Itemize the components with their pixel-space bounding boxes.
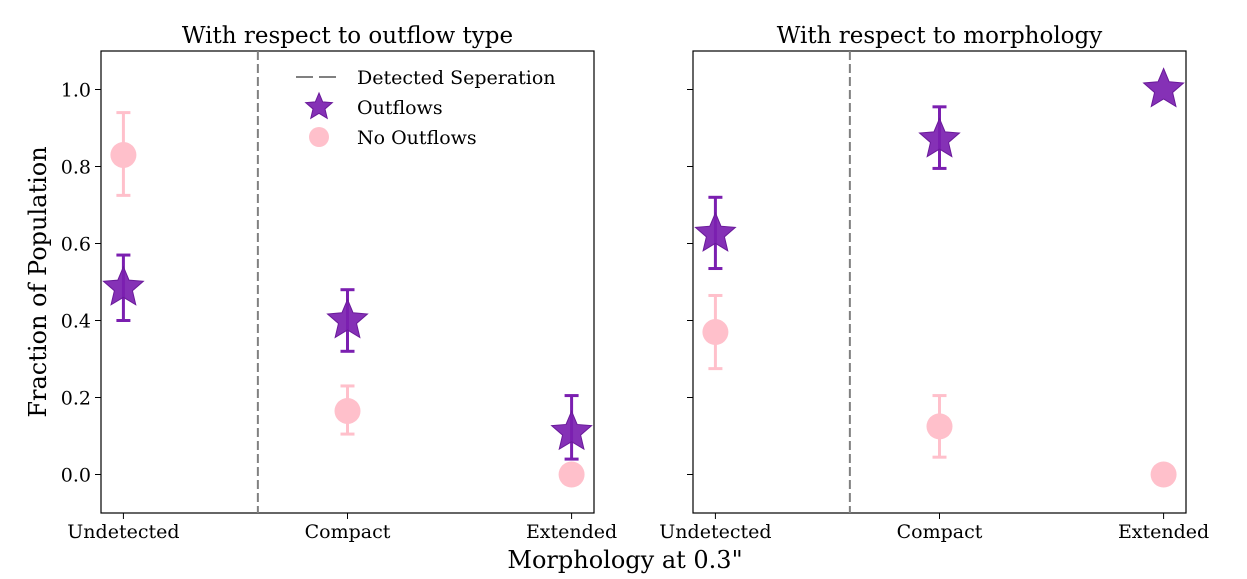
outflows-point <box>102 265 145 306</box>
no-outflows-point <box>1150 461 1177 488</box>
legend: Detected Seperation Outflows No Outflows <box>296 67 556 149</box>
y-tick-label: 0.4 <box>61 311 91 333</box>
y-tick-label: 1.0 <box>61 80 91 102</box>
panel-title: With respect to outflow type <box>182 23 513 49</box>
no-outflows-point <box>702 319 729 346</box>
legend-item-no_outflows: No Outflows <box>309 127 477 149</box>
no-outflows-point <box>334 397 361 424</box>
y-tick-label: 0.8 <box>61 157 91 179</box>
x-tick-label: Undetected <box>67 521 179 543</box>
plot-frame <box>100 50 595 514</box>
panels: With respect to outflow type 0.0 0.2 0.4 0.6… <box>61 23 1209 543</box>
panel-1: With respect to outflow type 0.0 0.2 0.4 0.6… <box>61 23 617 543</box>
no-outflows-point <box>926 413 953 440</box>
x-axis-label: Morphology at 0.3" <box>507 546 742 574</box>
legend-item-outflows: Outflows <box>304 91 443 120</box>
outflows-point <box>550 409 593 451</box>
outflows-point <box>326 298 369 339</box>
legend-circle-icon <box>309 127 329 147</box>
panel-2: With respect to morphology Undetected Comp… <box>659 23 1209 543</box>
legend-star-icon <box>304 91 334 120</box>
no-outflows-point <box>110 141 137 168</box>
x-tick-label: Extended <box>526 521 617 543</box>
y-tick-label: 0.2 <box>61 388 91 410</box>
legend-label: Detected Seperation <box>357 67 556 89</box>
outflows-point <box>694 211 737 252</box>
x-tick-label: Extended <box>1118 521 1209 543</box>
legend-label: No Outflows <box>357 127 477 149</box>
x-tick-label: Compact <box>305 521 391 543</box>
no-outflows-point <box>558 461 585 488</box>
legend-item-separator: Detected Seperation <box>296 67 556 89</box>
panel-title: With respect to morphology <box>777 23 1103 49</box>
y-tick-label: 0.0 <box>61 465 91 487</box>
y-tick-label: 0.6 <box>61 234 91 256</box>
x-tick-label: Compact <box>897 521 983 543</box>
legend-label: Outflows <box>357 97 443 119</box>
outflows-point <box>918 117 961 158</box>
outflows-point <box>1142 67 1185 108</box>
x-tick-label: Undetected <box>659 521 771 543</box>
y-axis-label: Fraction of Population <box>24 146 52 417</box>
